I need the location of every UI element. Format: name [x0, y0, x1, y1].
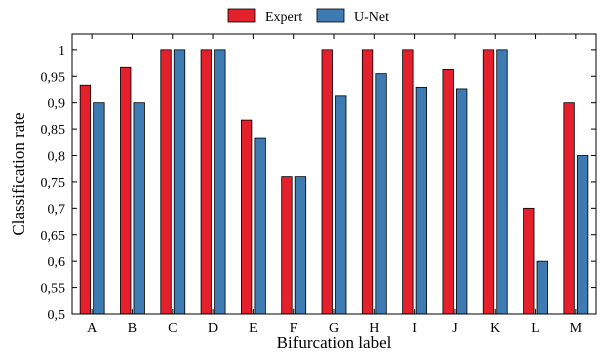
- bar-expert-e: [240, 119, 253, 315]
- x-axis: A B C D E F G H I J K L M: [87, 34, 583, 336]
- y-tick-label: 0,55: [41, 282, 66, 297]
- bar-expert-h: [361, 49, 374, 315]
- y-tick-label: 0,75: [41, 176, 66, 191]
- x-tick-label: K: [490, 321, 500, 336]
- x-tick-label: L: [531, 321, 540, 336]
- bar-u-net-g: [335, 95, 347, 315]
- x-tick-label: G: [329, 321, 339, 336]
- legend-label: U-Net: [354, 10, 389, 25]
- y-tick-label: 0,6: [48, 255, 66, 270]
- x-tick-label: H: [369, 321, 379, 336]
- bar-expert-k: [482, 49, 495, 315]
- legend: Expert U-Net: [227, 8, 389, 25]
- y-tick-label: 0,9: [48, 97, 66, 112]
- bar-expert-c: [160, 49, 172, 315]
- x-tick-label: A: [87, 321, 98, 336]
- bar-expert-b: [120, 66, 132, 315]
- y-tick-label: 0,5: [48, 308, 66, 323]
- bar-u-net-d: [214, 49, 226, 315]
- y-axis: 0,5 0,55 0,6 0,65 0,7 0,75 0,8 0,85 0,9 0,95 1: [41, 44, 596, 323]
- x-tick-label: I: [412, 321, 417, 336]
- bar-u-net-m: [576, 155, 589, 315]
- bar-expert-j: [442, 68, 454, 315]
- y-tick-label: 0,85: [41, 123, 66, 138]
- legend-swatch-expert: [227, 8, 256, 23]
- bar-u-net-k: [496, 49, 508, 315]
- bar-expert-m: [563, 102, 575, 315]
- bar-expert-d: [200, 49, 212, 315]
- y-tick-label: 0,65: [41, 229, 66, 244]
- x-tick-label: D: [208, 321, 218, 336]
- y-tick-label: 1: [58, 44, 65, 59]
- bars: [79, 49, 589, 315]
- x-tick-label: M: [570, 321, 583, 336]
- bar-u-net-b: [133, 102, 145, 315]
- bar-expert-i: [402, 49, 414, 315]
- x-axis-label: Bifurcation label: [277, 333, 392, 352]
- bar-u-net-j: [456, 88, 468, 315]
- x-tick-label: B: [128, 321, 137, 336]
- y-tick-label: 0,7: [48, 202, 66, 217]
- x-tick-label: F: [290, 321, 298, 336]
- bar-expert-l: [523, 207, 535, 315]
- plot-frame: [71, 33, 597, 315]
- bar-u-net-a: [93, 102, 105, 315]
- x-tick-label: E: [249, 321, 258, 336]
- y-tick-label: 0,8: [48, 150, 66, 165]
- y-axis-label: Classification rate: [9, 112, 28, 235]
- bar-expert-g: [321, 49, 333, 315]
- bar-u-net-c: [173, 49, 186, 315]
- bar-expert-a: [79, 84, 92, 315]
- bar-u-net-e: [254, 137, 266, 315]
- x-tick-label: C: [168, 321, 177, 336]
- y-tick-label: 0,95: [41, 70, 66, 85]
- bar-u-net-f: [294, 176, 307, 315]
- x-tick-label: J: [452, 321, 458, 336]
- bar-expert-f: [281, 176, 293, 315]
- bar-u-net-i: [415, 86, 428, 315]
- bar-u-net-h: [375, 73, 387, 315]
- legend-swatch-u-net: [316, 8, 345, 23]
- bar-u-net-l: [536, 260, 548, 315]
- legend-label: Expert: [265, 10, 302, 25]
